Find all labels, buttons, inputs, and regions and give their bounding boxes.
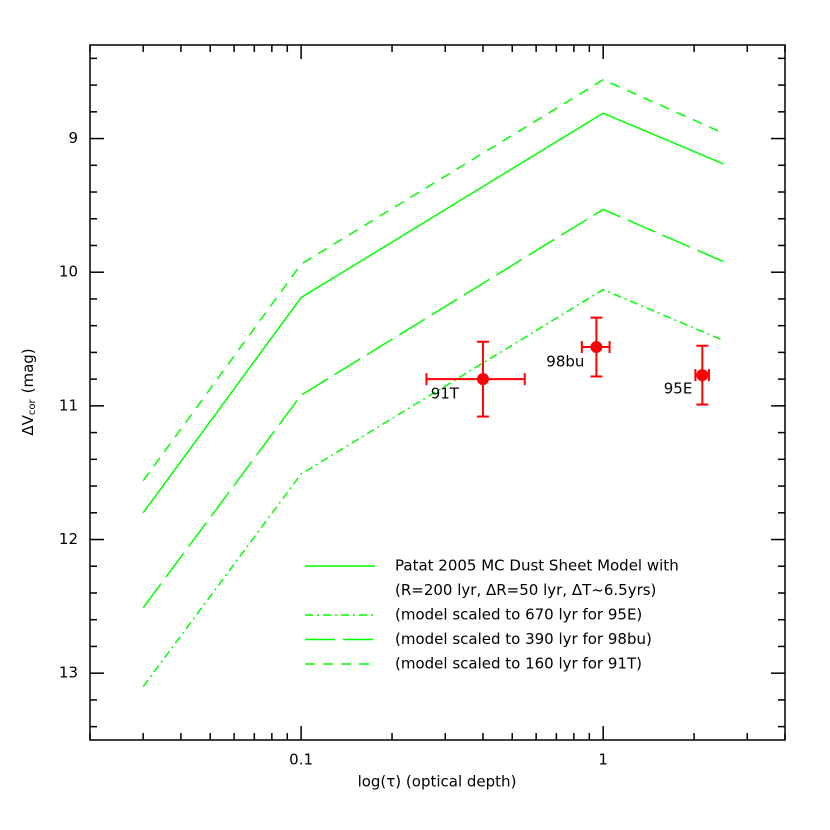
legend-label: (model scaled to 390 lyr for 98bu) bbox=[395, 630, 652, 648]
y-label-unit: (mag) bbox=[19, 348, 37, 393]
legend-subtitle: (R=200 lyr, ΔR=50 lyr, ΔT~6.5yrs) bbox=[395, 581, 656, 599]
y-label-main: ΔV bbox=[19, 414, 37, 435]
data-point bbox=[590, 341, 603, 354]
point-label: 91T bbox=[431, 385, 460, 403]
model-line bbox=[142, 78, 724, 482]
plot-frame bbox=[89, 44, 786, 741]
model-line bbox=[142, 112, 724, 514]
x-axis-label: log(τ) (optical depth) bbox=[358, 773, 517, 791]
point-label: 98bu bbox=[546, 353, 584, 371]
legend-label: (model scaled to 160 lyr for 91T) bbox=[395, 655, 642, 673]
legend-label: Patat 2005 MC Dust Sheet Model with bbox=[395, 557, 679, 575]
y-label-sub: cor bbox=[27, 399, 38, 416]
y-axis-label-text: ΔVcor (mag) bbox=[19, 348, 39, 435]
point-label: 95E bbox=[664, 380, 693, 398]
y-tick-label: 12 bbox=[59, 530, 78, 548]
y-tick-label: 13 bbox=[59, 664, 78, 682]
y-axis-label: ΔVcor (mag) bbox=[19, 348, 39, 435]
y-tick-label: 9 bbox=[68, 129, 78, 147]
model-line bbox=[142, 288, 724, 687]
x-tick-label: 1 bbox=[598, 751, 608, 769]
y-tick-label: 11 bbox=[59, 396, 78, 414]
data-point bbox=[696, 369, 709, 382]
model-line bbox=[142, 208, 724, 609]
x-tick-label: 0.1 bbox=[289, 751, 313, 769]
legend-label: (model scaled to 670 lyr for 95E) bbox=[395, 606, 642, 624]
y-tick-label: 10 bbox=[59, 263, 78, 281]
data-point bbox=[476, 373, 489, 386]
